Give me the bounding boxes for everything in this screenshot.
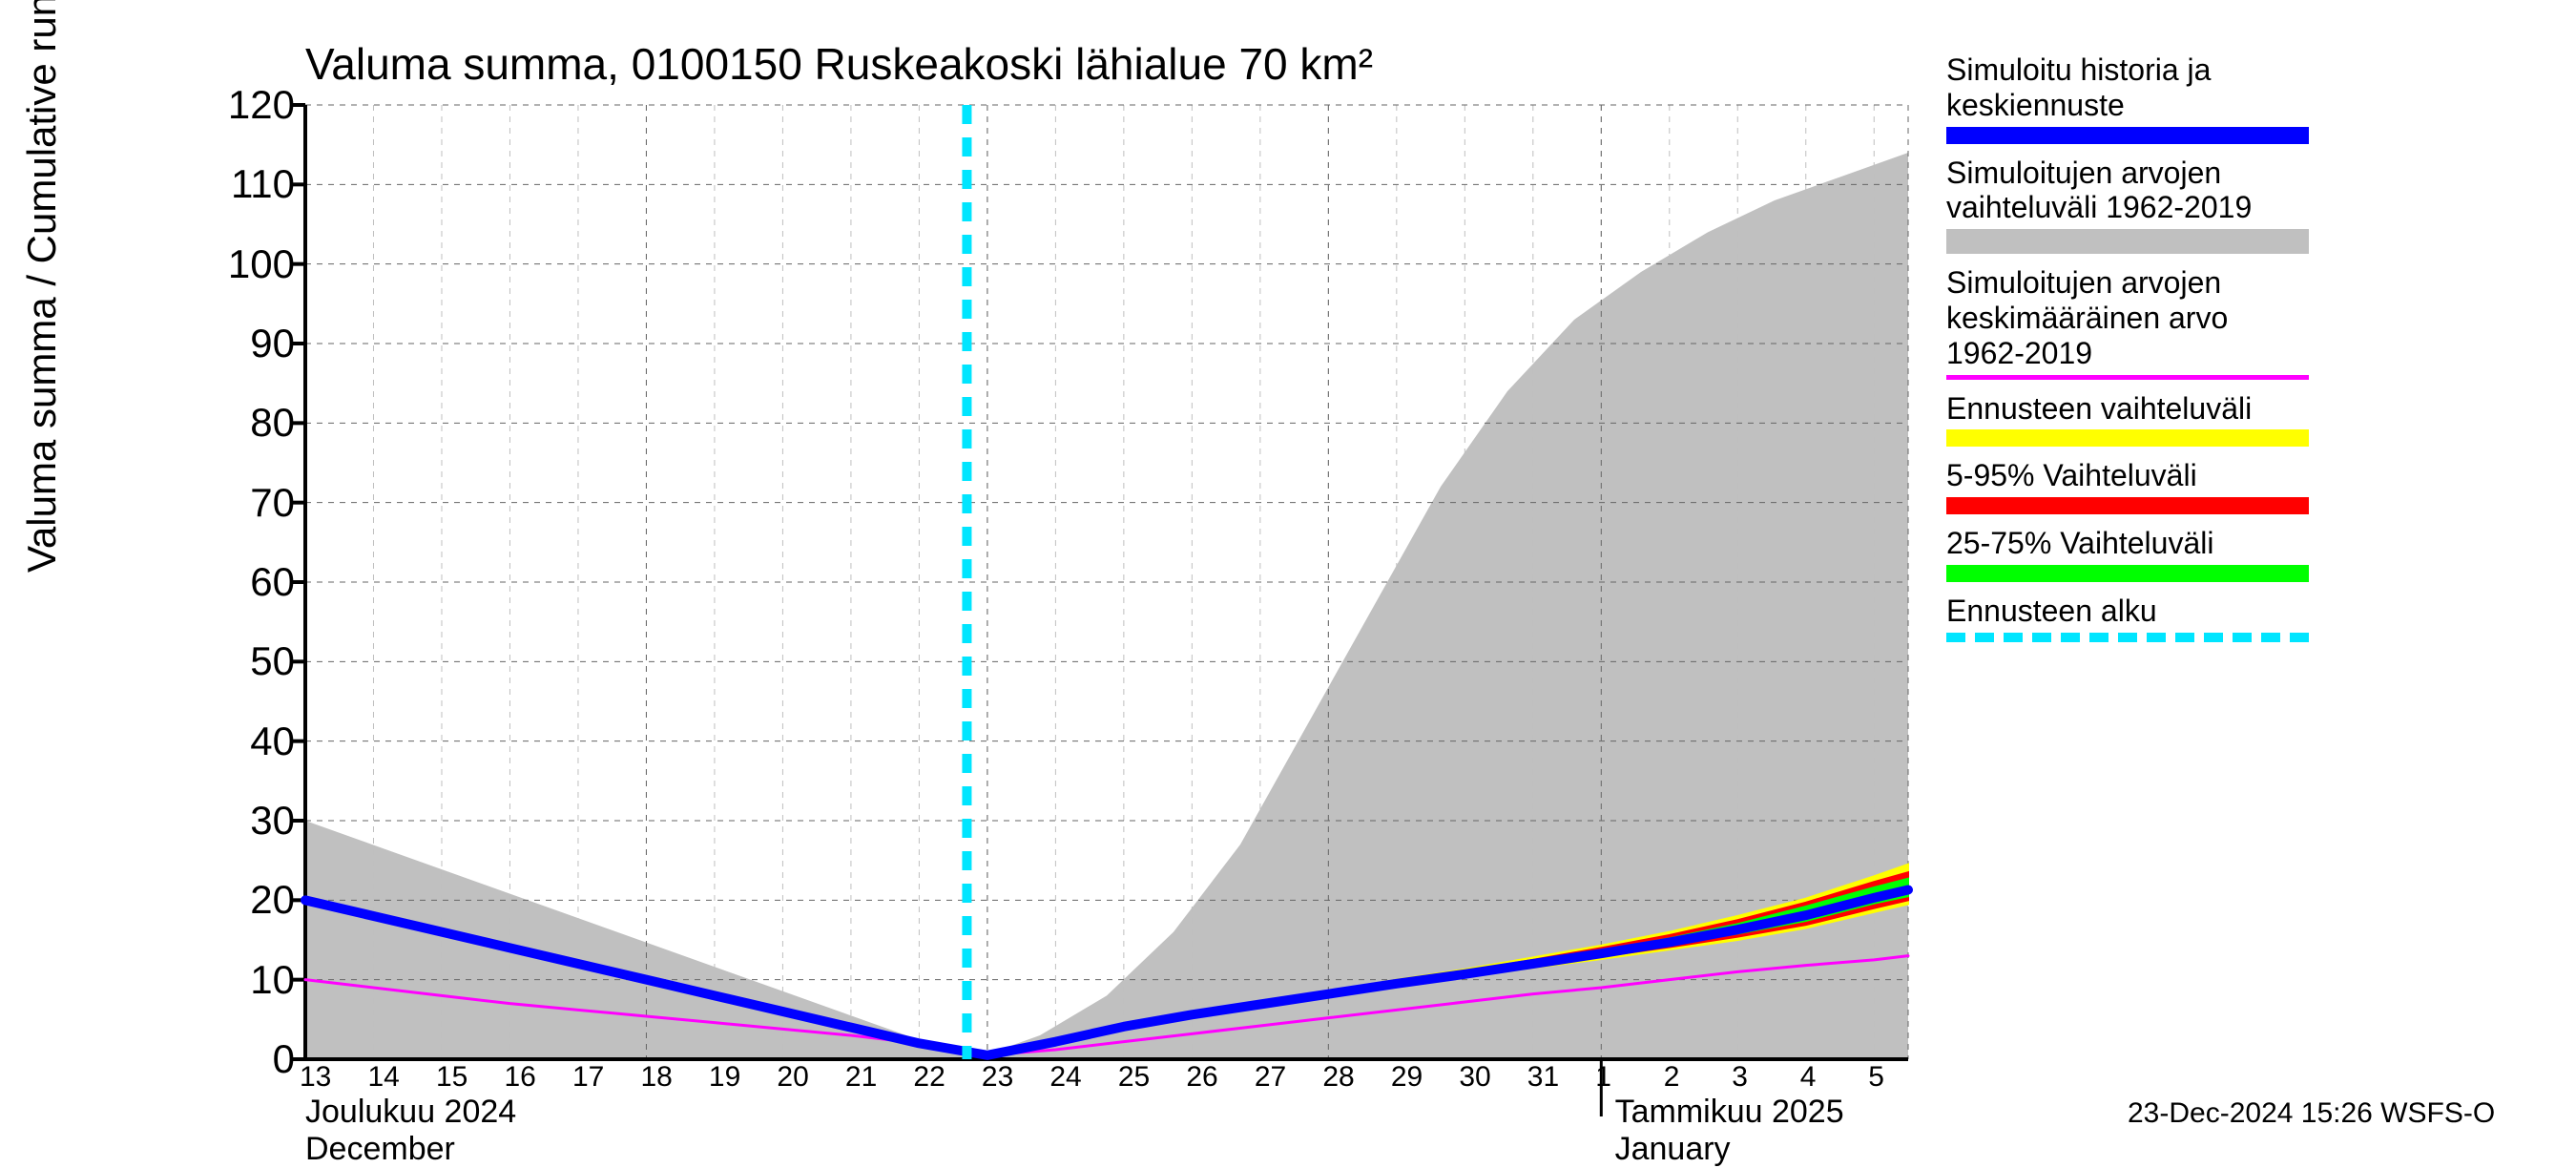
legend-swatch <box>1946 565 2309 582</box>
legend-item: Simuloitu historia jakeskiennuste <box>1946 52 2557 144</box>
legend-text: 25-75% Vaihteluväli <box>1946 526 2557 561</box>
legend-swatch <box>1946 229 2309 254</box>
x-tick-label: 3 <box>1732 1061 1748 1094</box>
month-label-left: Joulukuu 2024December <box>305 1094 516 1168</box>
x-ticks: 1314151617181920212223242526272829303112… <box>305 1059 1908 1145</box>
x-tick-label: 4 <box>1800 1061 1817 1094</box>
legend: Simuloitu historia jakeskiennuste Simuloi… <box>1946 52 2557 654</box>
x-tick-label: 13 <box>300 1061 331 1094</box>
x-tick-label: 30 <box>1459 1061 1490 1094</box>
x-tick-label: 5 <box>1868 1061 1884 1094</box>
x-tick-label: 15 <box>436 1061 467 1094</box>
legend-text: Ennusteen alku <box>1946 594 2557 629</box>
legend-text: Simuloitujen arvojenkeskimääräinen arvo … <box>1946 265 2557 370</box>
month-en: December <box>305 1131 516 1168</box>
legend-item: 25-75% Vaihteluväli <box>1946 526 2557 582</box>
legend-text: Simuloitujen arvojenvaihteluväli 1962-20… <box>1946 156 2557 226</box>
y-tick-label: 0 <box>171 1036 295 1082</box>
x-tick-label: 2 <box>1664 1061 1680 1094</box>
legend-item: Simuloitujen arvojenkeskimääräinen arvo … <box>1946 265 2557 379</box>
x-tick-label: 25 <box>1118 1061 1150 1094</box>
y-tick-label: 110 <box>171 161 295 207</box>
x-tick-label: 26 <box>1186 1061 1217 1094</box>
plot-area <box>305 105 1908 1059</box>
y-tick-label: 40 <box>171 719 295 764</box>
y-tick-label: 30 <box>171 798 295 844</box>
y-tick-label: 50 <box>171 638 295 684</box>
x-tick-label: 21 <box>845 1061 877 1094</box>
x-tick-label: 1 <box>1595 1061 1611 1094</box>
legend-text: Simuloitu historia jakeskiennuste <box>1946 52 2557 123</box>
x-tick-label: 18 <box>640 1061 672 1094</box>
y-ticks: 0102030405060708090100110120 <box>172 105 296 1059</box>
y-tick-label: 120 <box>171 82 295 128</box>
y-tick-label: 100 <box>171 241 295 287</box>
y-tick-label: 10 <box>171 957 295 1003</box>
x-tick-label: 19 <box>709 1061 740 1094</box>
legend-item: Ennusteen vaihteluväli <box>1946 391 2557 448</box>
y-tick-label: 90 <box>171 321 295 366</box>
chart-stage: Valuma summa, 0100150 Ruskeakoski lähial… <box>0 0 2576 1145</box>
legend-swatch <box>1946 127 2309 144</box>
x-tick-label: 29 <box>1391 1061 1423 1094</box>
month-en: January <box>1615 1131 1844 1168</box>
x-tick-label: 14 <box>367 1061 399 1094</box>
x-tick-label: 31 <box>1527 1061 1559 1094</box>
legend-swatch <box>1946 429 2309 447</box>
y-tick-label: 70 <box>171 480 295 526</box>
footer-timestamp: 23-Dec-2024 15:26 WSFS-O <box>2128 1097 2495 1130</box>
legend-swatch <box>1946 633 2309 642</box>
x-tick-label: 28 <box>1322 1061 1354 1094</box>
y-tick-label: 20 <box>171 877 295 923</box>
y-tick-label: 60 <box>171 559 295 605</box>
legend-text: 5-95% Vaihteluväli <box>1946 458 2557 493</box>
x-tick-label: 22 <box>913 1061 945 1094</box>
x-tick-label: 16 <box>504 1061 535 1094</box>
x-tick-label: 17 <box>572 1061 604 1094</box>
plot-svg <box>305 105 1908 1059</box>
legend-swatch <box>1946 375 2309 380</box>
y-axis-label: Valuma summa / Cumulative runoff mm <box>19 0 65 573</box>
chart-title: Valuma summa, 0100150 Ruskeakoski lähial… <box>305 38 1373 90</box>
month-fi: Joulukuu 2024 <box>305 1094 516 1131</box>
legend-text: Ennusteen vaihteluväli <box>1946 391 2557 427</box>
month-fi: Tammikuu 2025 <box>1615 1094 1844 1131</box>
legend-item: Ennusteen alku <box>1946 594 2557 642</box>
legend-item: 5-95% Vaihteluväli <box>1946 458 2557 514</box>
legend-swatch <box>1946 497 2309 514</box>
historical-range-area <box>305 153 1908 1059</box>
y-tick-label: 80 <box>171 400 295 446</box>
x-tick-label: 20 <box>777 1061 808 1094</box>
legend-item: Simuloitujen arvojenvaihteluväli 1962-20… <box>1946 156 2557 255</box>
x-tick-label: 23 <box>982 1061 1013 1094</box>
month-label-right: Tammikuu 2025January <box>1615 1094 1844 1168</box>
x-tick-label: 24 <box>1049 1061 1081 1094</box>
x-tick-label: 27 <box>1255 1061 1286 1094</box>
